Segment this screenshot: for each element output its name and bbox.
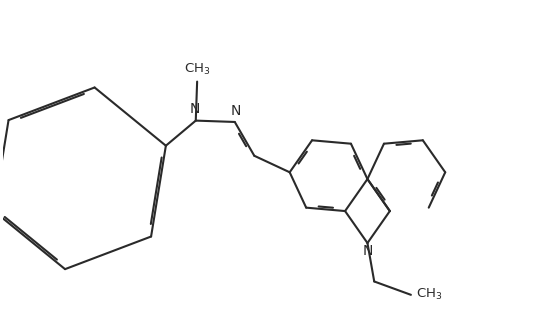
Text: N: N <box>230 104 241 118</box>
Text: CH$_3$: CH$_3$ <box>416 287 443 302</box>
Text: CH$_3$: CH$_3$ <box>184 62 210 78</box>
Text: N: N <box>190 103 200 117</box>
Text: N: N <box>362 244 373 258</box>
